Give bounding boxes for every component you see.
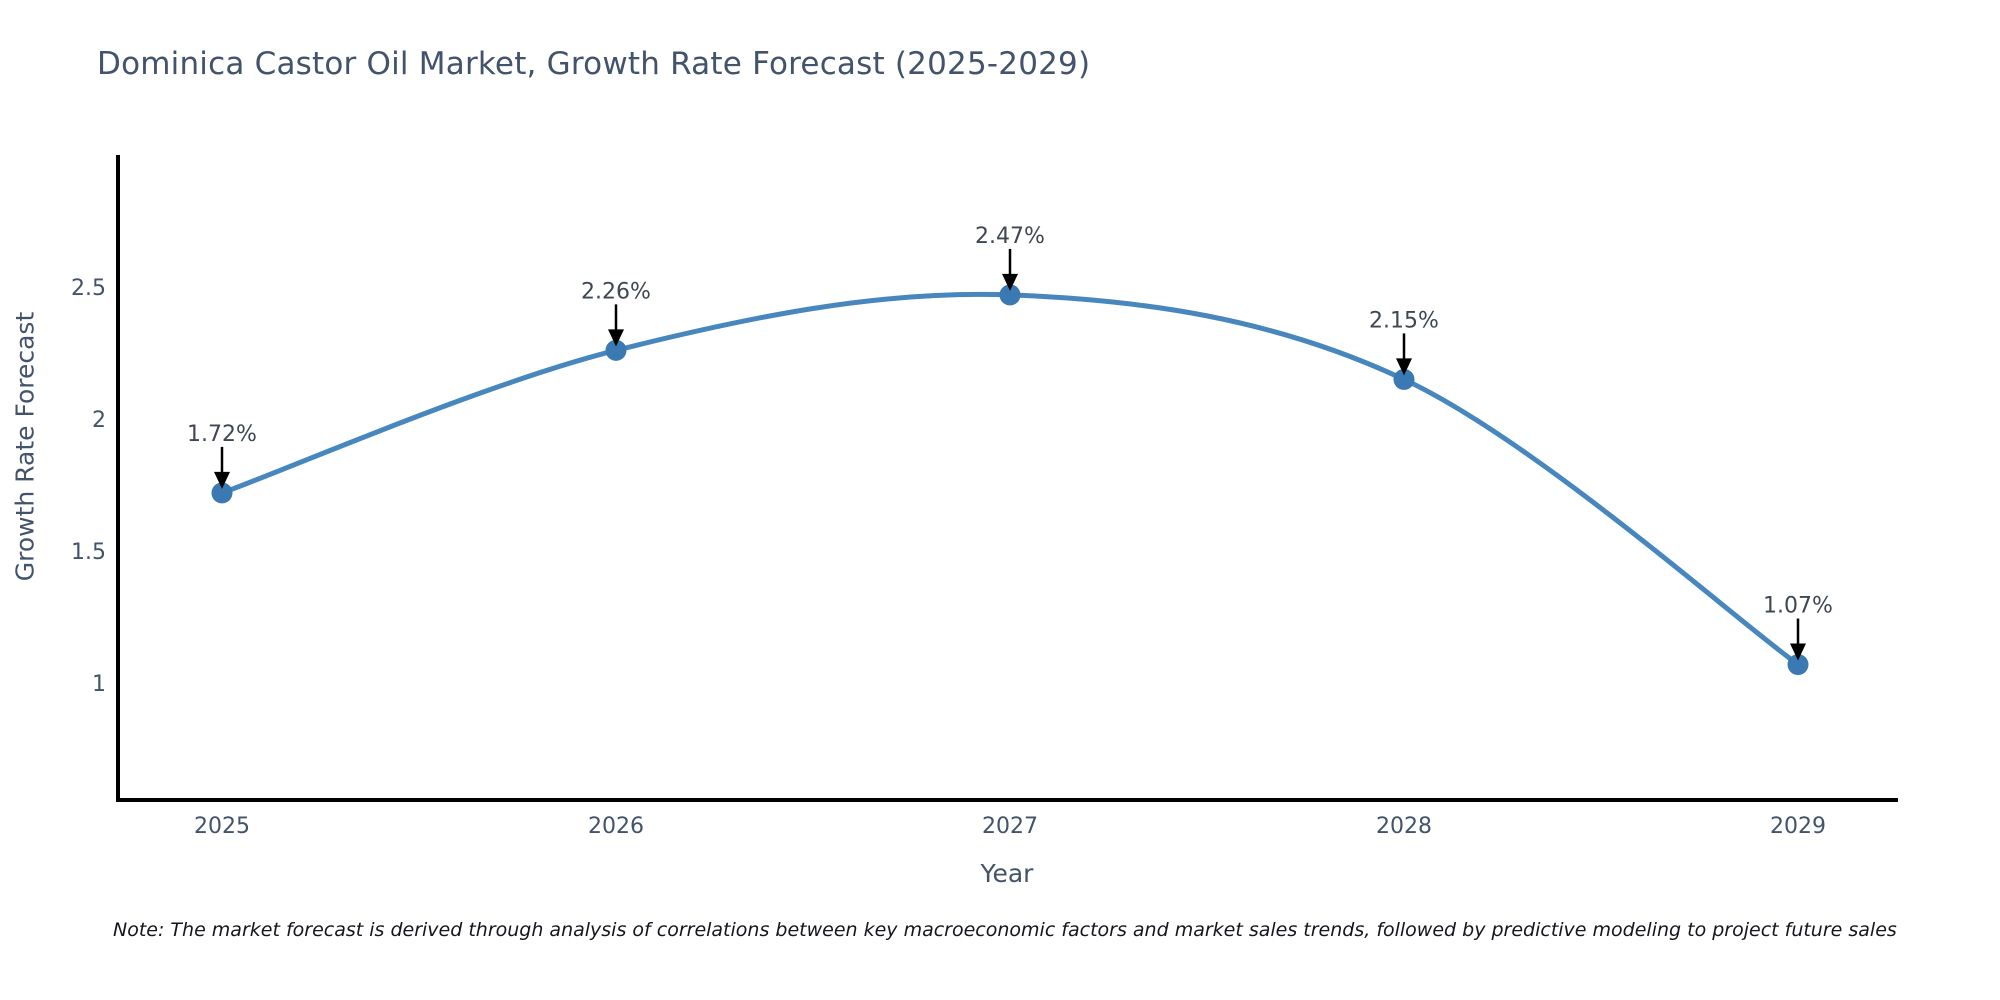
annotation-arrow-head [1790, 643, 1806, 661]
annotation-arrow-head [1002, 273, 1018, 291]
footnote: Note: The market forecast is derived thr… [113, 919, 1897, 941]
y-tick-label: 2 [92, 408, 106, 433]
data-point-label: 1.07% [1763, 594, 1833, 619]
annotation-arrow-head [1396, 358, 1412, 376]
x-axis-title: Year [980, 859, 1034, 888]
x-tick-label: 2028 [1376, 814, 1432, 839]
forecast-line [219, 291, 1801, 668]
data-point-label: 2.26% [581, 279, 651, 304]
annotation-arrow-head [608, 329, 624, 347]
x-tick-label: 2029 [1770, 814, 1826, 839]
data-point-label: 2.15% [1369, 308, 1439, 333]
y-tick-label: 1.5 [71, 540, 106, 565]
data-point-label: 2.47% [975, 224, 1045, 249]
annotation-arrow-head [214, 471, 230, 489]
data-point-marker[interactable] [211, 482, 233, 504]
data-point-label: 1.72% [187, 422, 257, 447]
chart-title: Dominica Castor Oil Market, Growth Rate … [97, 46, 1091, 82]
x-tick-label: 2026 [588, 814, 644, 839]
x-tick-label: 2025 [194, 814, 250, 839]
y-tick-label: 2.5 [71, 276, 106, 301]
x-tick-label: 2027 [982, 814, 1038, 839]
data-point-marker[interactable] [1393, 368, 1415, 390]
data-point-marker[interactable] [1787, 654, 1809, 676]
data-point-marker[interactable] [999, 284, 1021, 306]
data-point-marker[interactable] [605, 339, 627, 361]
y-tick-label: 1 [92, 672, 106, 697]
